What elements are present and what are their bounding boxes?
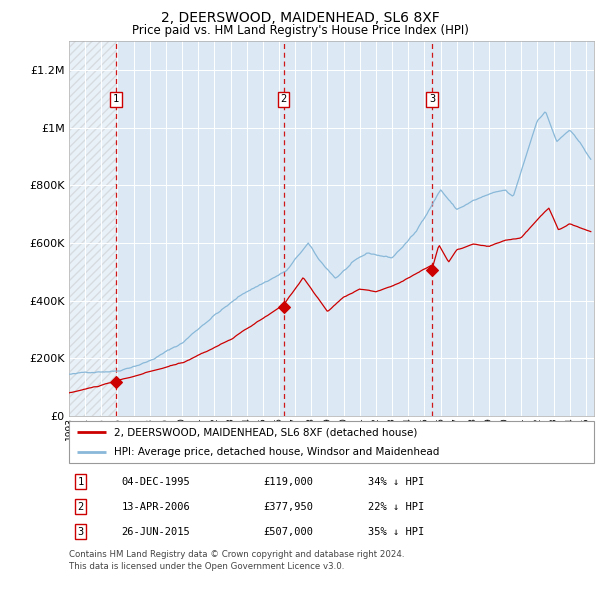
Text: HPI: Average price, detached house, Windsor and Maidenhead: HPI: Average price, detached house, Wind… [113, 447, 439, 457]
Text: 2: 2 [77, 502, 83, 512]
Point [427, 265, 437, 274]
Text: 34% ↓ HPI: 34% ↓ HPI [368, 477, 425, 487]
Point [112, 377, 121, 386]
Text: 26-JUN-2015: 26-JUN-2015 [121, 527, 190, 537]
Text: 2, DEERSWOOD, MAIDENHEAD, SL6 8XF: 2, DEERSWOOD, MAIDENHEAD, SL6 8XF [161, 11, 439, 25]
Text: 04-DEC-1995: 04-DEC-1995 [121, 477, 190, 487]
Text: 1: 1 [77, 477, 83, 487]
Text: 13-APR-2006: 13-APR-2006 [121, 502, 190, 512]
Text: Contains HM Land Registry data © Crown copyright and database right 2024.
This d: Contains HM Land Registry data © Crown c… [69, 550, 404, 571]
FancyBboxPatch shape [69, 421, 594, 463]
Text: 3: 3 [77, 527, 83, 537]
Text: £377,950: £377,950 [263, 502, 313, 512]
Text: 22% ↓ HPI: 22% ↓ HPI [368, 502, 425, 512]
Text: £507,000: £507,000 [263, 527, 313, 537]
Text: £119,000: £119,000 [263, 477, 313, 487]
Text: 2: 2 [280, 94, 287, 104]
Text: 2, DEERSWOOD, MAIDENHEAD, SL6 8XF (detached house): 2, DEERSWOOD, MAIDENHEAD, SL6 8XF (detac… [113, 427, 417, 437]
Text: Price paid vs. HM Land Registry's House Price Index (HPI): Price paid vs. HM Land Registry's House … [131, 24, 469, 37]
Text: 3: 3 [429, 94, 435, 104]
Point [279, 302, 289, 312]
Text: 1: 1 [113, 94, 119, 104]
Text: 35% ↓ HPI: 35% ↓ HPI [368, 527, 425, 537]
